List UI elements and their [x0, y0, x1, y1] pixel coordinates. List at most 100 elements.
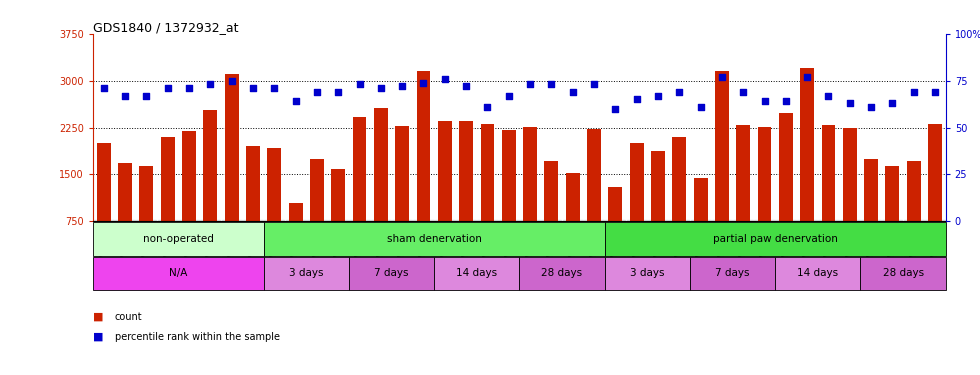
Bar [460, 121, 473, 268]
Point [203, 81, 219, 87]
Bar [694, 178, 708, 268]
Bar [395, 126, 409, 268]
Bar [605, 256, 690, 290]
Point [138, 93, 154, 99]
Point [223, 78, 239, 84]
Bar [264, 256, 349, 290]
Bar [609, 187, 622, 268]
Bar [353, 117, 367, 268]
Text: 3 days: 3 days [289, 268, 323, 278]
Point [394, 83, 410, 89]
Point [288, 98, 304, 104]
Bar [821, 125, 835, 268]
Bar [864, 159, 878, 268]
Text: percentile rank within the sample: percentile rank within the sample [115, 332, 279, 342]
Bar [779, 112, 793, 268]
Bar [690, 256, 775, 290]
Bar [886, 166, 900, 268]
Point [96, 85, 112, 91]
Point [459, 83, 474, 89]
Point [160, 85, 175, 91]
Point [181, 85, 197, 91]
Point [586, 81, 602, 87]
Bar [416, 70, 430, 268]
Bar [565, 172, 579, 268]
Text: partial paw denervation: partial paw denervation [712, 234, 838, 244]
Bar [523, 127, 537, 268]
Bar [374, 108, 388, 268]
Bar [545, 161, 559, 268]
Bar [502, 130, 515, 268]
Bar [775, 256, 860, 290]
Text: 7 days: 7 days [715, 268, 750, 278]
Text: ■: ■ [93, 332, 104, 342]
Bar [605, 222, 946, 256]
Bar [758, 127, 771, 268]
Point [267, 85, 282, 91]
Point [608, 106, 623, 112]
Bar [860, 256, 946, 290]
Point [800, 74, 815, 80]
Point [885, 100, 901, 106]
Bar [587, 129, 601, 268]
Bar [480, 124, 494, 268]
Point [437, 76, 453, 82]
Bar [204, 110, 218, 268]
Bar [224, 74, 238, 268]
Bar [438, 121, 452, 268]
Point [693, 104, 709, 110]
Point [352, 81, 368, 87]
Point [906, 89, 921, 95]
Bar [97, 143, 111, 268]
Point [629, 96, 645, 102]
Bar [93, 222, 264, 256]
Point [309, 89, 324, 95]
Point [714, 74, 730, 80]
Bar [672, 137, 686, 268]
Text: 28 days: 28 days [883, 268, 923, 278]
Point [373, 85, 389, 91]
Point [842, 100, 858, 106]
Point [501, 93, 516, 99]
Bar [268, 147, 281, 268]
Bar [630, 142, 644, 268]
Point [820, 93, 836, 99]
Bar [310, 159, 323, 268]
Bar [331, 170, 345, 268]
Text: non-operated: non-operated [143, 234, 214, 244]
Bar [928, 124, 942, 268]
Bar [906, 160, 920, 268]
Bar [651, 151, 664, 268]
Bar [801, 68, 814, 268]
Point [479, 104, 495, 110]
Point [778, 98, 794, 104]
Point [544, 81, 560, 87]
Bar [715, 70, 729, 268]
Bar [843, 128, 857, 268]
Point [564, 89, 580, 95]
Bar [434, 256, 519, 290]
Text: 28 days: 28 days [542, 268, 582, 278]
Text: N/A: N/A [170, 268, 187, 278]
Bar [93, 256, 264, 290]
Point [927, 89, 943, 95]
Bar [264, 222, 605, 256]
Bar [182, 130, 196, 268]
Text: 7 days: 7 days [374, 268, 409, 278]
Text: count: count [115, 312, 142, 321]
Text: 3 days: 3 days [630, 268, 664, 278]
Point [650, 93, 665, 99]
Text: sham denervation: sham denervation [387, 234, 481, 244]
Point [735, 89, 751, 95]
Point [522, 81, 538, 87]
Text: GDS1840 / 1372932_at: GDS1840 / 1372932_at [93, 21, 238, 34]
Bar [736, 125, 750, 268]
Point [863, 104, 879, 110]
Text: 14 days: 14 days [457, 268, 497, 278]
Point [118, 93, 133, 99]
Bar [119, 163, 132, 268]
Bar [349, 256, 434, 290]
Text: 14 days: 14 days [798, 268, 838, 278]
Point [245, 85, 261, 91]
Bar [246, 146, 260, 268]
